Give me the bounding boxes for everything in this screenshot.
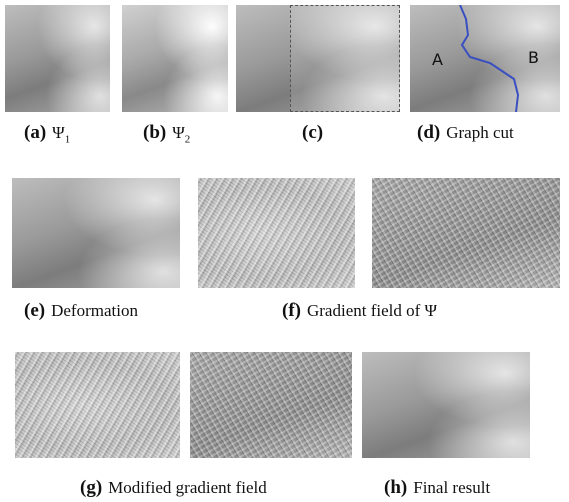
image-gradient-x [198,178,355,288]
caption-text: Graph cut [446,123,514,142]
image-psi2 [122,5,228,112]
caption: (a) Ψ1 [24,122,70,145]
caption: (f) Gradient field of Ψ [282,300,437,322]
region-label: A [432,50,443,69]
cut-line [460,5,518,112]
caption: (d) Graph cut [417,122,514,144]
image-graph-cut: A B [410,5,560,112]
caption-text: Ψ [52,123,65,142]
panel-label: (h) [384,477,407,498]
panel-label: (b) [143,122,166,143]
caption: (g) Modified gradient field [80,477,267,499]
image-modified-gradient-y [190,352,352,458]
image-deformation [12,178,180,288]
caption-text: Ψ [172,123,185,142]
figure: A B (a)Ψ1 (b)Ψ2 (c) (d)Graph cut (e)Defo… [0,0,569,502]
panel-label: (e) [24,300,45,321]
panel-label: (g) [80,477,102,498]
panel-label: (d) [417,122,440,143]
subscript: 1 [65,133,71,145]
caption-text: Modified gradient field [108,478,267,497]
image-final-result [362,352,530,458]
image-gradient-y [372,178,560,288]
caption-text: Gradient field of Ψ [307,301,437,320]
subscript: 2 [185,133,191,145]
panel-label: (a) [24,122,46,143]
image-psi1 [5,5,110,112]
caption: (b) Ψ2 [143,122,190,145]
overlap-region [290,5,400,112]
caption-text: Deformation [51,301,138,320]
caption: (h) Final result [384,477,490,499]
caption: (e) Deformation [24,300,138,322]
panel-label: (f) [282,300,301,321]
cut-overlay: A B [410,5,560,112]
image-overlap [236,5,400,112]
caption: (c) [302,122,329,144]
panel-label: (c) [302,122,323,143]
region-label: B [528,48,539,67]
image-modified-gradient-x [15,352,180,458]
caption-text: Final result [413,478,490,497]
